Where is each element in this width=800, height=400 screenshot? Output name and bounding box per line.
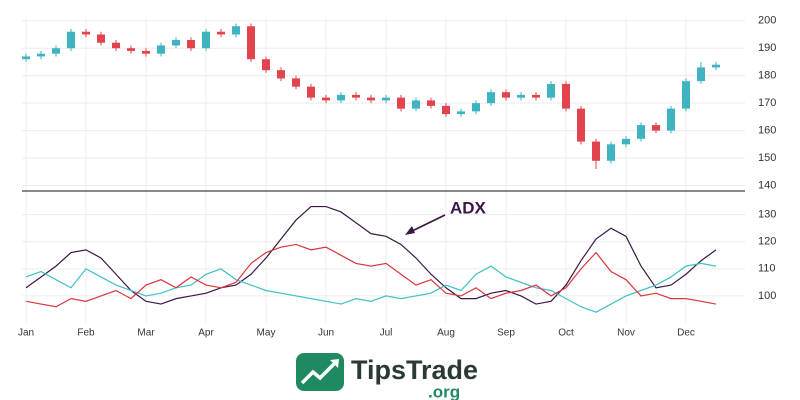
- candle-body: [442, 105, 450, 115]
- candle-body: [37, 53, 45, 57]
- candle-body: [487, 92, 495, 104]
- y-tick-label: 190: [758, 42, 776, 54]
- candle-body: [262, 59, 270, 71]
- candle-body: [397, 97, 405, 109]
- y-tick-label: 130: [758, 209, 776, 221]
- candle-body: [82, 31, 90, 35]
- annotation-arrow: [405, 214, 446, 235]
- candle-body: [187, 39, 195, 49]
- candle-body: [172, 39, 180, 46]
- y-tick-label: 160: [758, 124, 776, 136]
- candle-body: [622, 138, 630, 145]
- logo-domain: .org: [428, 382, 460, 400]
- candle-body: [67, 31, 75, 49]
- x-tick-label: Nov: [617, 328, 635, 339]
- candle-body: [367, 97, 375, 101]
- x-tick-label: Mar: [137, 328, 155, 339]
- x-tick-label: Aug: [437, 328, 455, 339]
- candle-body: [217, 31, 225, 35]
- y-tick-label: 170: [758, 97, 776, 109]
- candle-body: [457, 111, 465, 115]
- x-tick-label: Dec: [677, 328, 695, 339]
- x-tick-label: Apr: [198, 328, 214, 339]
- candle-body: [517, 94, 525, 98]
- candle-body: [637, 125, 645, 139]
- candle-body: [157, 45, 165, 54]
- candle-body: [127, 48, 135, 51]
- x-tick-label: Jun: [318, 328, 334, 339]
- x-tick-label: Jan: [18, 328, 34, 339]
- line-series: [25, 262, 717, 313]
- logo-arrow: [300, 360, 338, 385]
- y-tick-label: 200: [758, 15, 776, 27]
- logo: TipsTrade .org: [296, 353, 478, 400]
- x-tick-label: Feb: [77, 328, 95, 339]
- line-series: [25, 243, 717, 308]
- candle-body: [112, 42, 120, 49]
- candle-body: [97, 34, 105, 43]
- candle-body: [532, 94, 540, 98]
- candle-body: [307, 86, 315, 98]
- x-tick-label: Sep: [497, 328, 515, 339]
- y-tick-label: 180: [758, 70, 776, 82]
- candle-body: [52, 48, 60, 54]
- y-tick-label: 100: [758, 290, 776, 302]
- logo-icon: [296, 353, 344, 391]
- y-tick-label: 110: [758, 263, 776, 275]
- y-tick-label: 120: [758, 236, 776, 248]
- candle-body: [337, 94, 345, 101]
- candle-body: [202, 31, 210, 49]
- candle-body: [322, 97, 330, 101]
- candle-body: [277, 70, 285, 79]
- candle-body: [232, 26, 240, 35]
- candle-body: [547, 83, 555, 98]
- candle-body: [667, 108, 675, 131]
- candle-body: [562, 83, 570, 109]
- x-tick-label: May: [257, 328, 276, 339]
- candle-body: [592, 141, 600, 161]
- candle-body: [22, 56, 30, 60]
- candle-body: [607, 144, 615, 161]
- candle-body: [382, 97, 390, 101]
- candle-body: [502, 92, 510, 98]
- candle-body: [247, 26, 255, 60]
- annotation: ADX: [450, 198, 487, 217]
- candle-body: [682, 81, 690, 109]
- y-tick-label: 150: [758, 152, 776, 164]
- candle-body: [427, 100, 435, 106]
- line-series: [25, 205, 717, 305]
- candle-body: [697, 67, 705, 82]
- candle-body: [352, 94, 360, 98]
- candle-body: [712, 64, 720, 68]
- candle-body: [412, 100, 420, 109]
- x-tick-label: Oct: [558, 328, 574, 339]
- logo-arrow-head: [330, 359, 339, 368]
- logo-name: TipsTrade: [351, 355, 478, 385]
- candle-body: [142, 50, 150, 54]
- candle-body: [652, 125, 660, 131]
- candle-body: [292, 78, 300, 87]
- y-tick-label: 140: [758, 179, 776, 191]
- candle-body: [472, 103, 480, 112]
- x-tick-label: Jul: [380, 328, 393, 339]
- candle-body: [577, 108, 585, 142]
